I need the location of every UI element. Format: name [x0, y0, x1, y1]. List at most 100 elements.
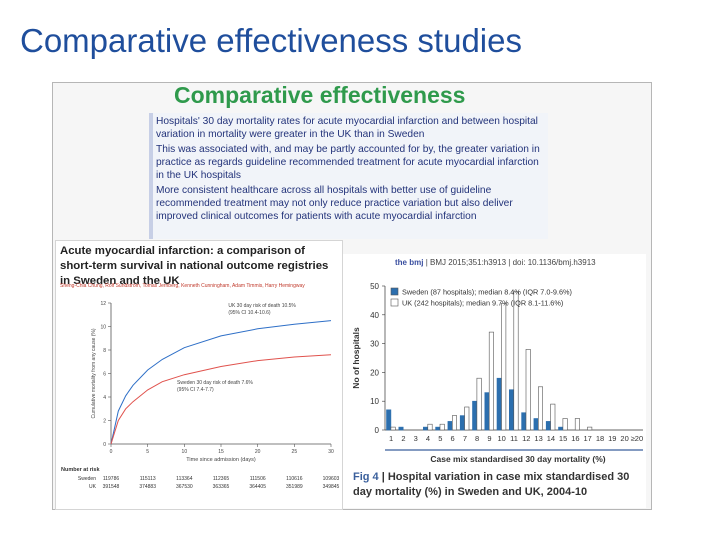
- legend-swatch-sweden: [390, 287, 399, 296]
- y-tick-label: 2: [103, 419, 106, 425]
- bar-sweden: [435, 426, 441, 431]
- bar-uk: [390, 426, 396, 431]
- bar-uk: [476, 377, 482, 431]
- bar-sweden: [545, 421, 551, 431]
- bar-sweden: [459, 415, 465, 431]
- risk-cell: 113364: [176, 476, 193, 482]
- x-tick-label: 15: [218, 449, 224, 455]
- bar-uk: [488, 331, 494, 431]
- bar-sweden: [484, 392, 490, 431]
- bar-uk: [501, 302, 507, 431]
- risk-cell: 112365: [213, 476, 230, 482]
- x-tick-label: 1: [389, 434, 393, 443]
- histogram-panel: 0 10 20 30 40 50 No of hospitals 1 2 3 4 5 6 7 8 9 10 11 1…: [343, 254, 646, 508]
- x-tick-label: 19: [608, 434, 616, 443]
- figure-caption-text: | Hospital variation in case mix standar…: [353, 471, 630, 498]
- x-tick-label: 12: [522, 434, 530, 443]
- x-axis-label: Case mix standardised 30 day mortality (…: [430, 454, 605, 464]
- series-annotation: UK 30 day risk of death 10.5%: [228, 303, 296, 309]
- x-tick-label: 20: [255, 449, 261, 455]
- bar-sweden: [447, 421, 453, 431]
- risk-cell: 351989: [286, 484, 303, 490]
- risk-cell: 364405: [249, 484, 266, 490]
- paper-title: Acute myocardial infarction: a compariso…: [60, 245, 329, 287]
- banner-title: Comparative effectiveness: [174, 82, 466, 108]
- y-tick-label: 4: [103, 395, 106, 401]
- bar-uk: [427, 423, 433, 431]
- x-tick-label: 5: [146, 449, 149, 455]
- citation: the bmj | BMJ 2015;351:h3913 | doi: 10.1…: [395, 258, 596, 267]
- y-tick-label: 8: [103, 348, 106, 354]
- x-tick-label: 0: [110, 449, 113, 455]
- risk-row-label: UK: [89, 484, 97, 490]
- bar-sweden: [533, 418, 539, 431]
- risk-cell: 367530: [176, 484, 193, 490]
- y-tick-label: 10: [100, 325, 106, 331]
- x-tick-label: ≥20: [631, 434, 643, 443]
- bar-uk: [452, 415, 458, 431]
- bar-uk: [439, 423, 445, 431]
- x-tick-label: 9: [487, 434, 491, 443]
- legend-label: UK (242 hospitals); median 9.7% (IQR 8.1…: [402, 299, 563, 308]
- risk-cell: 119786: [103, 476, 120, 482]
- figure-label: Fig 4: [353, 471, 379, 483]
- x-tick-label: 14: [547, 434, 555, 443]
- x-tick-label: 8: [475, 434, 479, 443]
- bar-uk: [587, 426, 593, 431]
- x-tick-label: 25: [292, 449, 298, 455]
- y-axis-label: Cumulative mortality from any cause (%): [91, 328, 97, 418]
- x-tick-label: 17: [584, 434, 592, 443]
- x-axis-label: Time since admission (days): [186, 457, 256, 463]
- x-tick-label: 3: [414, 434, 418, 443]
- y-tick-label: 0: [103, 442, 106, 448]
- bar-uk: [464, 406, 470, 431]
- summary-paragraph: More consistent healthcare across all ho…: [156, 185, 513, 222]
- risk-cell: 111506: [250, 476, 266, 482]
- bar-sweden: [386, 409, 392, 431]
- risk-table-header: Number at risk: [61, 467, 100, 473]
- y-tick-label: 0: [375, 426, 380, 435]
- y-tick-label: 12: [100, 301, 106, 307]
- y-tick-label: 6: [103, 372, 106, 378]
- y-tick-label: 10: [370, 397, 379, 406]
- x-tick-label: 4: [426, 434, 430, 443]
- legend-label: Sweden (87 hospitals); median 8.4% (IQR …: [402, 288, 572, 297]
- series-annotation: Sweden 30 day risk of death 7.6%: [177, 380, 253, 386]
- x-tick-label: 2: [401, 434, 405, 443]
- x-tick-label: 5: [438, 434, 442, 443]
- journal-name: the bmj: [395, 258, 424, 267]
- y-tick-label: 30: [370, 340, 379, 349]
- bar-uk: [562, 418, 568, 431]
- risk-cell: 349845: [323, 484, 340, 490]
- bar-uk: [513, 291, 519, 431]
- risk-cell: 363365: [213, 484, 230, 490]
- x-tick-label: 10: [498, 434, 506, 443]
- risk-cell: 374883: [139, 484, 156, 490]
- x-tick-label: 30: [328, 449, 334, 455]
- bar-uk: [550, 403, 556, 431]
- risk-cell: 110616: [286, 476, 303, 482]
- risk-cell: 115113: [140, 476, 156, 482]
- slide-title: Comparative effectiveness studies: [20, 22, 522, 59]
- x-tick-label: 6: [451, 434, 455, 443]
- bar-sweden: [496, 377, 502, 431]
- x-tick-label: 16: [571, 434, 579, 443]
- summary-paragraph: This was associated with, and may be par…: [156, 144, 540, 181]
- y-tick-label: 20: [370, 368, 379, 377]
- risk-cell: 109603: [323, 476, 340, 482]
- bar-sweden: [558, 426, 564, 431]
- citation-ref: | BMJ 2015;351:h3913 | doi: 10.1136/bmj.…: [425, 258, 596, 267]
- x-tick-label: 18: [596, 434, 604, 443]
- paper-authors: Sheng-Chia Chung, Rolf Sundström, Tomas …: [60, 283, 305, 289]
- risk-cell: 391548: [103, 484, 120, 490]
- series-line-uk: [110, 320, 332, 445]
- y-axis-label: No of hospitals: [351, 327, 361, 389]
- paper-excerpt: Acute myocardial infarction: a compariso…: [55, 240, 343, 510]
- survival-chart: 0 2 4 6 8 10 12 0 5 10 15 20 25 30 Time since admissio…: [61, 301, 340, 490]
- y-tick-label: 50: [370, 282, 379, 291]
- series-annotation: (95% CI 10.4-10.6): [228, 310, 271, 316]
- bar-uk: [574, 418, 580, 431]
- risk-row-label: Sweden: [78, 476, 96, 482]
- series-line-sweden: [110, 354, 332, 445]
